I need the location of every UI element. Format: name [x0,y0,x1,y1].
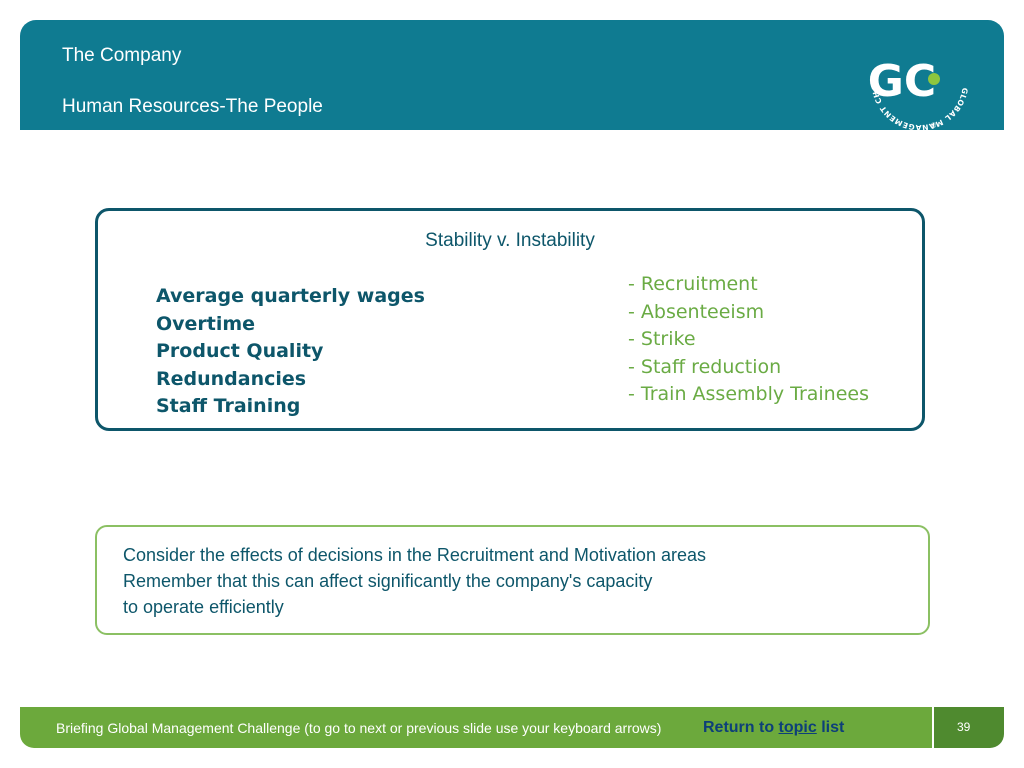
list-item: Redundancies [156,367,307,390]
return-prefix: Return to [703,719,779,736]
decision-factors-list: Average quarterly wages Overtime Product… [156,283,425,421]
page-number-box: 39 [934,707,1004,748]
gmc-logo: GC GLOBAL MANAGEMENT CHALLENGE ® [862,34,969,130]
slide-title: The Company [62,45,182,66]
return-suffix: list [816,719,845,736]
list-item: - Strike [628,328,696,350]
list-item: Product Quality [156,340,324,362]
list-item: Staff Training [156,395,301,417]
stability-box-title: Stability v. Instability [425,230,595,251]
note-box: Consider the effects of decisions in the… [95,525,930,635]
list-item: Average quarterly wages [156,285,425,307]
note-line: Remember that this can affect significan… [123,571,653,591]
list-item: - Absenteeism [628,300,765,323]
note-line: Consider the effects of decisions in the… [123,545,706,565]
logo-dot-icon [928,73,940,85]
list-item: - Staff reduction [628,355,782,378]
logo-registered-mark: ® [930,122,937,130]
topic-link[interactable]: topic [778,719,817,736]
slide-footer: Briefing Global Management Challenge (to… [20,707,932,748]
logo-monogram: GC [868,56,936,107]
effects-list: - Recruitment - Absenteeism - Strike - S… [628,271,869,409]
note-line: to operate efficiently [123,597,284,617]
slide-subtitle: Human Resources-The People [62,96,323,117]
list-item: - Recruitment [628,273,758,295]
return-to-topic-list-link[interactable]: Return to topic list [703,719,844,737]
stability-box: Stability v. Instability Average quarter… [95,208,925,431]
footer-text: Briefing Global Management Challenge (to… [56,720,662,736]
page-number: 39 [957,720,971,734]
list-item: - Train Assembly Trainees [628,383,870,405]
list-item: Overtime [156,312,256,335]
slide-header: The Company Human Resources-The People G… [20,20,1004,130]
